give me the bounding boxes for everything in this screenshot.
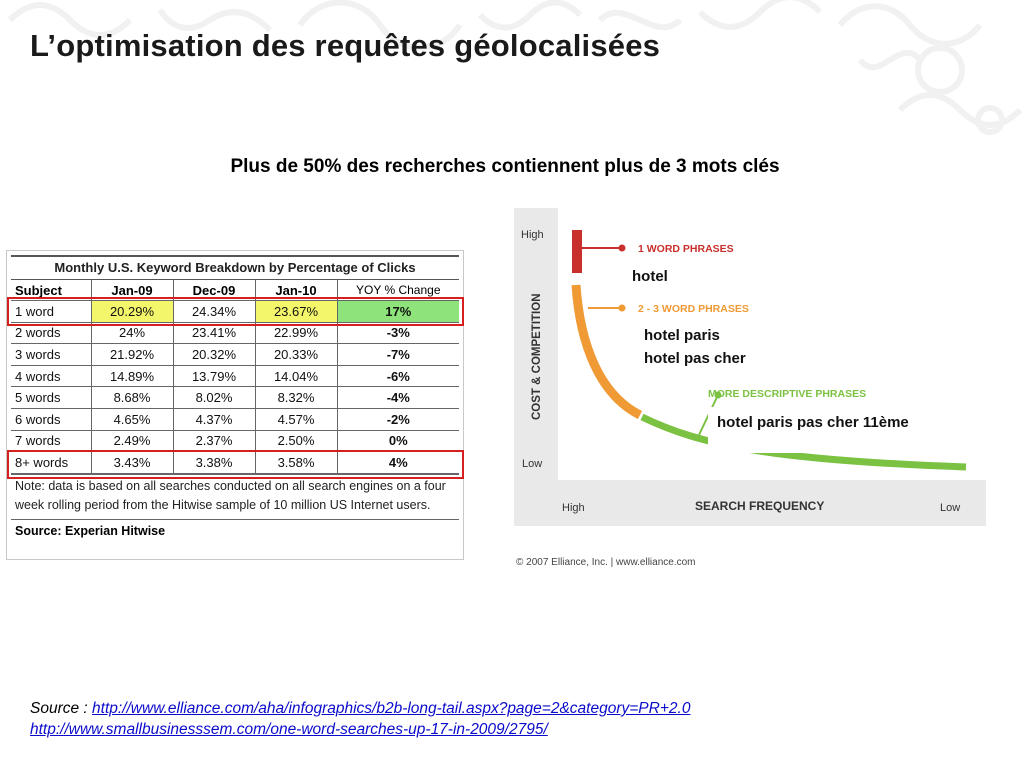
table-note: Note: data is based on all searches cond… (11, 473, 459, 515)
cell-subject: 5 words (11, 386, 92, 409)
cell-yoy: -6% (336, 364, 459, 388)
cell-jan10: 4.57% (254, 407, 338, 431)
phrase-label-2: 2 - 3 WORD PHRASES (638, 303, 749, 315)
page-title: L’optimisation des requêtes géolocalisée… (30, 28, 661, 63)
cell-jan10: 22.99% (254, 321, 338, 345)
y-axis-low: Low (522, 458, 542, 470)
phrase-label-1: 1 WORD PHRASES (638, 243, 734, 255)
cell-subject: 7 words (11, 429, 92, 453)
cell-dec09: 3.38% (172, 451, 256, 474)
cell-jan10: 3.58% (254, 451, 338, 474)
annotation-bg-3 (708, 407, 988, 453)
pointer-dot-orange (618, 304, 626, 312)
cell-yoy: 0% (336, 429, 459, 453)
y-axis-title: COST & COMPETITION (531, 294, 543, 421)
cell-jan10: 23.67% (254, 300, 338, 323)
chart-copyright: © 2007 Elliance, Inc. | www.elliance.com (516, 557, 696, 568)
annotation-hotel: hotel (632, 268, 668, 285)
cell-yoy: -2% (336, 407, 459, 431)
keyword-table: Subject Jan-09 Dec-09 Jan-10 YOY % Chang… (11, 280, 459, 474)
table-source: Source: Experian Hitwise (11, 518, 459, 538)
header-jan10: Jan-10 (254, 280, 338, 301)
cell-yoy: -7% (336, 343, 459, 366)
table-row: 6 words 4.65% 4.37% 4.57% -2% (11, 407, 459, 431)
source-label: Source : (30, 700, 93, 717)
table-row: 4 words 14.89% 13.79% 14.04% -6% (11, 364, 459, 388)
annotation-bg-1 (625, 267, 685, 289)
table-row: 5 words 8.68% 8.02% 8.32% -4% (11, 386, 459, 409)
cell-jan09: 20.29% (90, 300, 174, 323)
cell-yoy: 17% (336, 300, 459, 323)
cell-subject: 6 words (11, 407, 92, 431)
cell-subject: 8+ words (11, 451, 92, 474)
cell-jan09: 21.92% (90, 343, 174, 366)
cell-dec09: 4.37% (172, 407, 256, 431)
table-source-label: Source: (15, 523, 62, 538)
cell-jan09: 4.65% (90, 407, 174, 431)
cell-dec09: 2.37% (172, 429, 256, 453)
cell-dec09: 13.79% (172, 364, 256, 388)
pointer-dot-red (618, 244, 626, 252)
header-yoy: YOY % Change (336, 280, 459, 301)
cell-subject: 3 words (11, 343, 92, 366)
cell-jan10: 8.32% (254, 386, 338, 409)
cell-yoy: -3% (336, 321, 459, 345)
x-axis-title: SEARCH FREQUENCY (695, 499, 824, 513)
y-axis-high: High (521, 229, 544, 241)
table-row: 1 word 20.29% 24.34% 23.67% 17% (11, 300, 459, 323)
table-source-name: Experian Hitwise (65, 523, 166, 538)
cell-dec09: 8.02% (172, 386, 256, 409)
source-link-smallbusinesssem[interactable]: http://www.smallbusinesssem.com/one-word… (30, 721, 548, 738)
x-axis-low: Low (940, 502, 960, 514)
slide-subtitle: Plus de 50% des recherches contiennent p… (230, 156, 780, 177)
highlight-box-8-words (7, 450, 464, 479)
cell-yoy: -4% (336, 386, 459, 409)
header-subject: Subject (11, 280, 92, 301)
table-row: 3 words 21.92% 20.32% 20.33% -7% (11, 343, 459, 366)
annotation-bg-2 (638, 323, 772, 369)
cell-jan09: 8.68% (90, 386, 174, 409)
highlight-box-1-word (7, 297, 464, 326)
annotation-hotel-paris-pas-cher: hotel paris pas cher 11ème (717, 414, 909, 431)
background-pattern (7, 0, 1023, 135)
long-tail-chart: High Low COST & COMPETITION High SEARCH … (514, 208, 988, 526)
curve-orange-segment (571, 284, 643, 420)
source-block: Source : http://www.elliance.com/aha/inf… (30, 698, 690, 740)
cell-dec09: 20.32% (172, 343, 256, 366)
keyword-table-panel: Monthly U.S. Keyword Breakdown by Percen… (6, 250, 464, 560)
cell-jan09: 2.49% (90, 429, 174, 453)
cell-jan10: 20.33% (254, 343, 338, 366)
cell-jan09: 14.89% (90, 364, 174, 388)
table-row: 2 words 24% 23.41% 22.99% -3% (11, 321, 459, 345)
curve-red-segment (572, 230, 582, 273)
cell-jan10: 14.04% (254, 364, 338, 388)
phrase-label-3: MORE DESCRIPTIVE PHRASES (708, 388, 866, 400)
table-row: 7 words 2.49% 2.37% 2.50% 0% (11, 429, 459, 453)
pointer-dot-green (714, 391, 722, 399)
x-axis-high: High (562, 502, 585, 514)
cell-jan10: 2.50% (254, 429, 338, 453)
table-row: 8+ words 3.43% 3.38% 3.58% 4% (11, 451, 459, 474)
annotation-hotel-pas-cher: hotel pas cher (644, 350, 746, 367)
cell-jan09: 3.43% (90, 451, 174, 474)
cell-yoy: 4% (336, 451, 459, 474)
table-caption: Monthly U.S. Keyword Breakdown by Percen… (11, 255, 459, 280)
source-link-elliance[interactable]: http://www.elliance.com/aha/infographics… (92, 700, 691, 717)
annotation-hotel-paris: hotel paris (644, 327, 720, 344)
cell-subject: 4 words (11, 364, 92, 388)
